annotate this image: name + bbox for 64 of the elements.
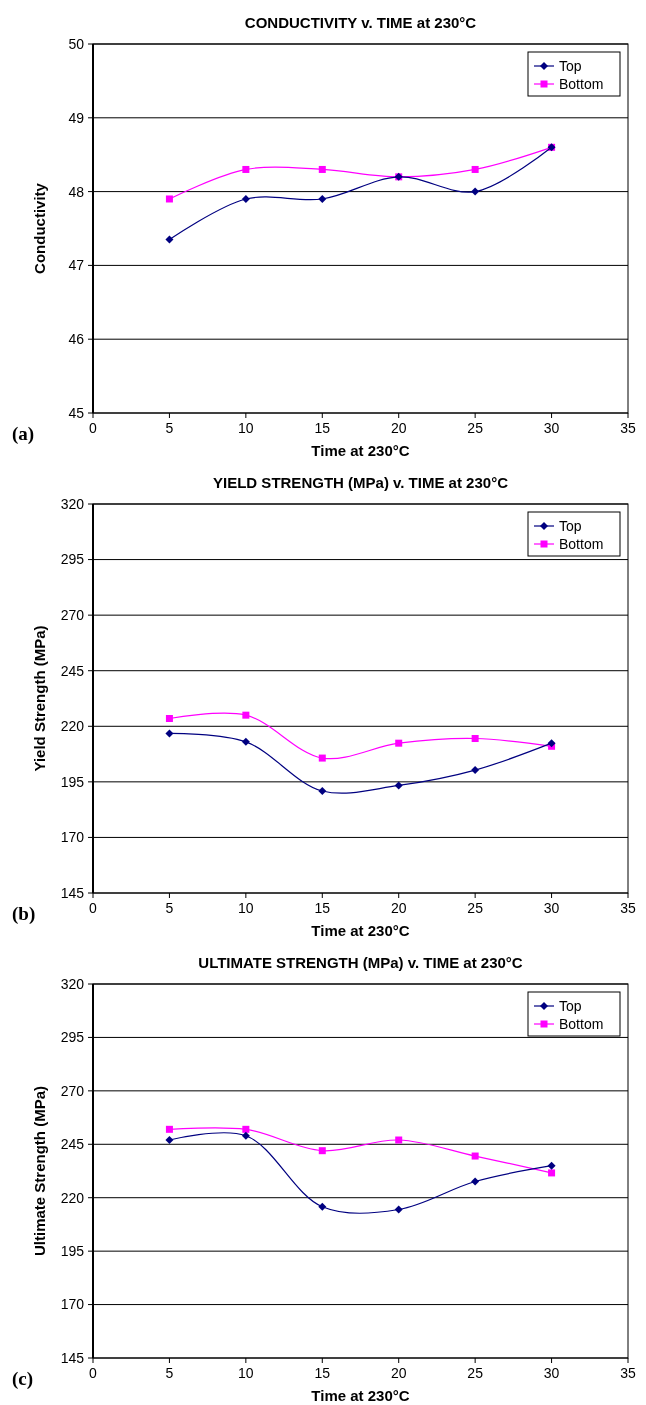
x-tick-label: 35	[620, 1365, 636, 1381]
y-tick-label: 245	[60, 1136, 85, 1153]
chart-title: ULTIMATE STRENGTH (MPa) v. TIME at 230°C	[198, 954, 523, 971]
x-tick-label: 10	[238, 900, 254, 916]
x-tick-label: 15	[314, 900, 331, 916]
x-tick-label: 0	[89, 900, 98, 916]
chart-title: YIELD STRENGTH (MPa) v. TIME at 230°C	[213, 474, 509, 491]
y-tick-label: 270	[60, 1082, 85, 1099]
y-tick-label: 320	[60, 495, 85, 512]
x-tick-label: 5	[165, 420, 174, 436]
legend-label: Bottom	[559, 1015, 604, 1032]
y-tick-label: 295	[60, 1029, 85, 1046]
x-tick-label: 30	[543, 1365, 560, 1381]
y-tick-label: 49	[68, 109, 85, 126]
y-tick-label: 170	[60, 1296, 85, 1313]
y-axis-title: Conductivity	[31, 182, 48, 274]
x-tick-label: 0	[89, 1365, 98, 1381]
x-axis-title: Time at 230°C	[311, 442, 410, 459]
y-tick-label: 145	[60, 1349, 85, 1366]
y-tick-label: 245	[60, 662, 85, 679]
x-tick-label: 0	[89, 420, 98, 436]
y-tick-label: 45	[68, 404, 85, 421]
y-axis-title: Yield Strength (MPa)	[31, 625, 48, 772]
y-tick-label: 220	[60, 1189, 85, 1206]
x-tick-label: 15	[314, 420, 331, 436]
x-tick-label: 25	[467, 900, 484, 916]
y-tick-label: 170	[60, 829, 85, 846]
x-tick-label: 20	[390, 420, 407, 436]
y-tick-label: 48	[68, 183, 85, 200]
x-tick-label: 20	[390, 1365, 407, 1381]
x-tick-label: 5	[165, 1365, 174, 1381]
legend-label: Top	[559, 57, 582, 74]
y-tick-label: 50	[68, 35, 85, 52]
text: (a)	[12, 423, 35, 445]
y-tick-label: 295	[60, 551, 85, 568]
legend-label: Bottom	[559, 75, 604, 92]
y-tick-label: 46	[68, 331, 85, 348]
y-tick-label: 195	[60, 1243, 85, 1260]
chart-title: CONDUCTIVITY v. TIME at 230°C	[244, 14, 477, 31]
y-tick-label: 320	[60, 975, 85, 992]
y-tick-label: 145	[60, 884, 85, 901]
text: (b)	[12, 903, 36, 925]
legend-label: Top	[559, 997, 582, 1014]
text: (c)	[12, 1368, 34, 1390]
legend-label: Bottom	[559, 535, 604, 552]
x-tick-label: 35	[620, 900, 636, 916]
x-tick-label: 10	[238, 420, 254, 436]
y-tick-label: 220	[60, 718, 85, 735]
x-tick-label: 15	[314, 1365, 331, 1381]
x-axis-title: Time at 230°C	[311, 922, 410, 939]
x-tick-label: 25	[467, 1365, 484, 1381]
x-tick-label: 20	[390, 900, 407, 916]
y-tick-label: 270	[60, 607, 85, 624]
x-tick-label: 30	[543, 900, 560, 916]
x-tick-label: 30	[543, 420, 560, 436]
x-tick-label: 10	[238, 1365, 254, 1381]
y-tick-label: 195	[60, 773, 85, 790]
x-tick-label: 25	[467, 420, 484, 436]
y-tick-label: 47	[68, 257, 85, 274]
y-axis-title: Ultimate Strength (MPa)	[31, 1085, 48, 1257]
x-tick-label: 35	[620, 420, 636, 436]
x-axis-title: Time at 230°C	[311, 1387, 410, 1404]
legend-label: Top	[559, 517, 582, 534]
x-tick-label: 5	[165, 900, 174, 916]
